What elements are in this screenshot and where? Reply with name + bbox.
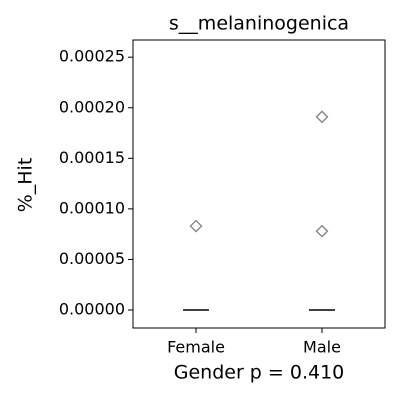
chart-title: s__melaninogenica: [169, 13, 349, 35]
x-axis-label: Gender p = 0.410: [174, 362, 345, 384]
x-tick-label: Male: [303, 338, 341, 357]
x-tick-label: Female: [167, 338, 225, 357]
y-tick-label: 0.00015: [59, 148, 125, 167]
outlier: [315, 224, 329, 238]
y-tick-label: 0.00000: [59, 300, 125, 319]
outlier: [315, 110, 329, 124]
y-tick-label: 0.00025: [59, 47, 125, 66]
y-tick-label: 0.00020: [59, 97, 125, 116]
outlier: [189, 219, 203, 233]
plot-frame: [132, 39, 386, 329]
y-tick-label: 0.00005: [59, 249, 125, 268]
y-axis-label: %_Hit: [15, 158, 37, 213]
y-tick-label: 0.00010: [59, 198, 125, 217]
